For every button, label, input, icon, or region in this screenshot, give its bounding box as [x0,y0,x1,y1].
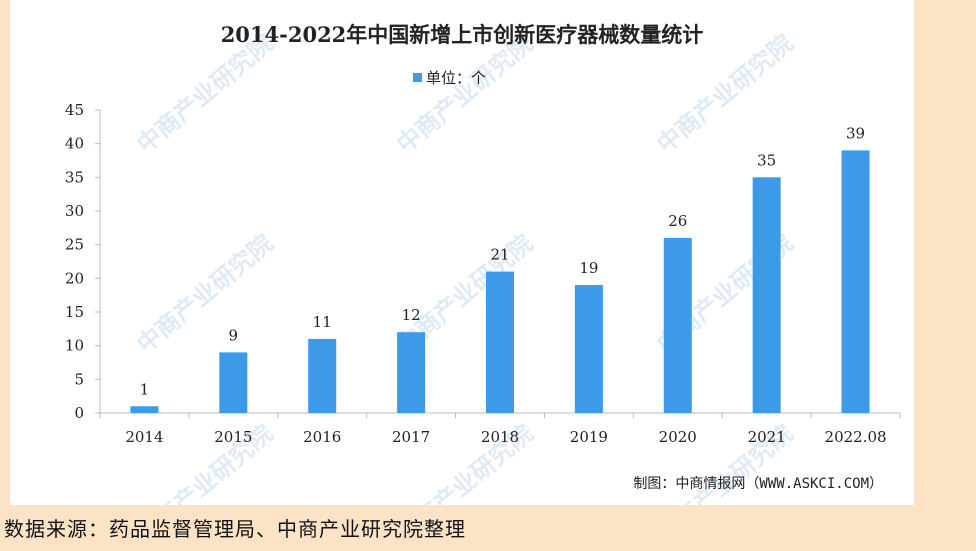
chart-panel: 中商产业研究院 中商产业研究院 中商产业研究院 中商产业研究院 中商产业研究院 中商产业研… [10,0,914,505]
x-tick-label: 2020 [659,428,697,446]
source-note: 数据来源：药品监督管理局、中商产业研究院整理 [4,517,466,541]
y-tick-label: 5 [74,370,84,388]
y-tick-label: 30 [65,202,84,220]
legend-swatch [413,73,422,82]
data-label: 21 [490,246,509,264]
bar-2016 [308,338,337,413]
y-tick-label: 20 [65,269,84,287]
x-tick-label: 2017 [392,428,430,446]
watermark-text: 中商产业研究院 [652,29,799,158]
chart-title: 2014-2022年中国新增上市创新医疗器械数量统计 [221,22,704,47]
watermark-text: 中商产业研究院 [132,229,279,358]
data-label: 12 [402,306,421,324]
chart-credit: 制图：中商情报网（WWW.ASKCI.COM） [633,476,883,492]
x-tick-label: 2022.08 [825,428,887,446]
legend-label: 单位：个 [426,69,486,87]
bar-2019 [574,285,603,413]
bar-2017 [397,332,426,413]
bar-2015 [219,352,248,413]
x-tick-label: 2014 [125,428,163,446]
y-tick-label: 40 [65,135,84,153]
y-tick-label: 10 [65,337,84,355]
y-tick-label: 0 [74,404,84,422]
data-label: 19 [579,259,598,277]
x-tick-label: 2021 [748,428,786,446]
bar-2021 [752,177,781,413]
y-tick-label: 25 [65,236,84,254]
plot-area: 0 5 10 15 20 25 30 35 40 45 1 2014 9 2015 11 2016 12 2017… [65,101,901,446]
y-tick-label: 15 [65,303,84,321]
data-label: 11 [313,313,332,331]
data-label: 39 [846,124,865,142]
y-tick-label: 45 [65,101,84,119]
bar-2018 [486,271,514,413]
data-label: 35 [757,151,776,169]
bar-2014 [130,406,159,413]
data-label: 9 [229,326,239,344]
x-tick-label: 2018 [481,428,519,446]
x-tick-label: 2016 [303,428,341,446]
y-tick-label: 35 [65,168,84,186]
watermark-text: 中商产业研究院 [392,29,539,158]
bar-2022.08 [841,150,870,413]
data-label: 26 [668,212,687,230]
data-label: 1 [140,380,150,398]
x-tick-label: 2015 [214,428,252,446]
bar-2020 [663,237,692,413]
watermark-text: 中商产业研究院 [132,29,279,158]
x-tick-label: 2019 [570,428,608,446]
